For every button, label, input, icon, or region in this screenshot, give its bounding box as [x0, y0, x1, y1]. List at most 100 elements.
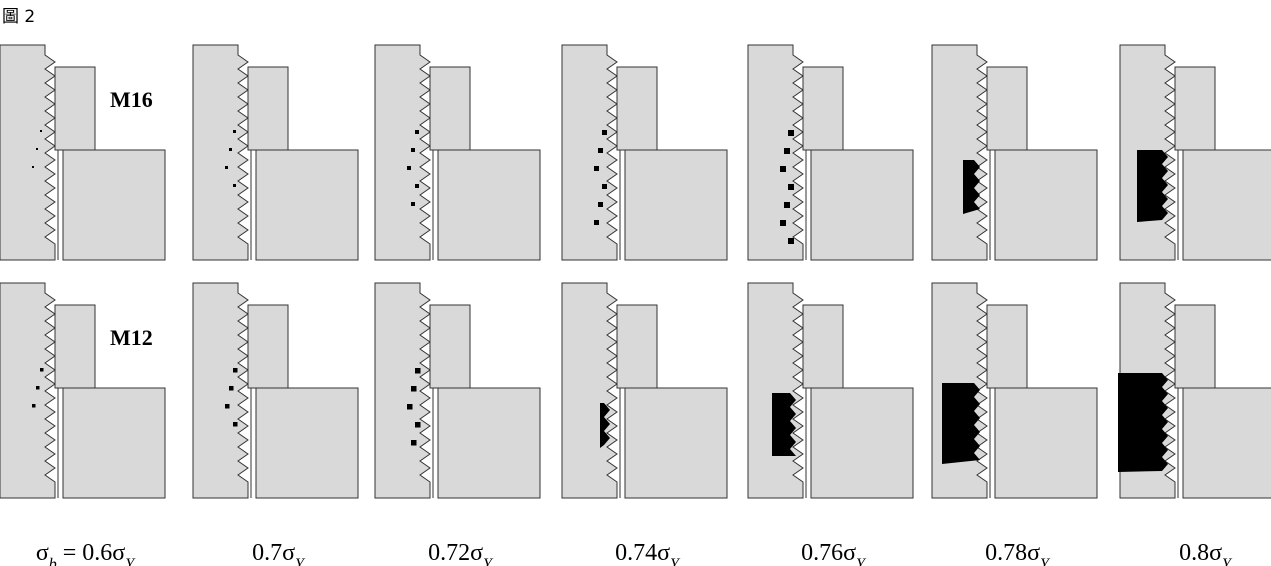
plate — [255, 387, 359, 499]
plate — [62, 149, 166, 261]
plate — [810, 387, 914, 499]
damage-speck — [36, 386, 40, 390]
subscript: Y — [1222, 556, 1233, 566]
plate — [994, 149, 1098, 261]
figure-title: 圖 2 — [2, 7, 35, 27]
damage-speck — [411, 202, 415, 206]
nut — [986, 304, 1028, 389]
thread-panel — [374, 44, 541, 261]
bolt — [747, 282, 804, 499]
nut — [429, 66, 471, 151]
thread-panel — [1119, 44, 1271, 261]
column-label: 0.76σY — [801, 540, 867, 566]
plate — [1182, 149, 1271, 261]
damage-speck — [40, 368, 44, 372]
plate — [624, 149, 728, 261]
damage-speck — [229, 148, 232, 151]
damage-speck — [780, 166, 786, 172]
nut — [1174, 304, 1216, 389]
plate — [437, 387, 541, 499]
damage-speck — [594, 166, 599, 171]
thread-panel — [0, 282, 166, 499]
plate — [624, 387, 728, 499]
thread-panel — [931, 44, 1098, 261]
bolt — [192, 282, 249, 499]
damage-speck — [407, 404, 413, 410]
nut — [616, 304, 658, 389]
damage-speck — [229, 386, 234, 391]
column-label: 0.78σY — [985, 540, 1051, 566]
damage-speck — [36, 148, 38, 150]
nut — [802, 304, 844, 389]
damage-zone — [772, 393, 796, 456]
label-part: 0.78σ — [985, 540, 1040, 566]
subscript: Y — [670, 556, 681, 566]
nut — [54, 66, 96, 151]
thread-panel — [192, 282, 359, 499]
row-label: M16 — [110, 87, 153, 112]
damage-zone — [1118, 373, 1168, 472]
damage-speck — [225, 166, 228, 169]
subscript: Y — [856, 556, 867, 566]
bolt — [561, 44, 618, 261]
damage-speck — [788, 184, 794, 190]
damage-speck — [594, 220, 599, 225]
thread-panel — [747, 44, 914, 261]
label-part: 0.74σ — [615, 540, 670, 566]
label-part: 0.8σ — [1179, 540, 1222, 566]
subscript: Y — [295, 556, 306, 566]
plate — [994, 387, 1098, 499]
thread-panel — [1118, 282, 1271, 499]
bolt — [931, 44, 988, 261]
thread-panel — [192, 44, 359, 261]
damage-speck — [40, 130, 42, 132]
bolt — [374, 44, 431, 261]
plate — [255, 149, 359, 261]
plate — [1182, 387, 1271, 499]
damage-zone — [1137, 150, 1168, 222]
subscript: Y — [125, 556, 136, 566]
damage-speck — [233, 184, 236, 187]
row-label: M12 — [110, 325, 153, 350]
subscript: Y — [1040, 556, 1051, 566]
column-label: σb = 0.6σY — [36, 540, 136, 566]
nut — [247, 304, 289, 389]
damage-speck — [415, 130, 419, 134]
plate — [437, 149, 541, 261]
damage-speck — [602, 130, 607, 135]
nut — [1174, 66, 1216, 151]
column-label: 0.8σY — [1179, 540, 1233, 566]
bolt — [192, 44, 249, 261]
thread-panel — [561, 44, 728, 261]
column-label: 0.7σY — [252, 540, 306, 566]
damage-zone — [942, 383, 980, 464]
damage-speck — [415, 184, 419, 188]
nut — [54, 304, 96, 389]
thread-panel — [747, 282, 914, 499]
label-part: σ — [36, 540, 49, 566]
nut — [247, 66, 289, 151]
damage-speck — [415, 422, 421, 428]
label-part: 0.7σ — [252, 540, 295, 566]
subscript: b — [49, 556, 57, 566]
damage-speck — [411, 386, 417, 392]
damage-speck — [411, 440, 417, 446]
label-part: = 0.6σ — [57, 540, 126, 566]
damage-speck — [411, 148, 415, 152]
damage-zone — [963, 160, 980, 214]
nut — [986, 66, 1028, 151]
column-label: 0.74σY — [615, 540, 681, 566]
damage-speck — [598, 148, 603, 153]
thread-panel — [0, 44, 166, 261]
damage-speck — [788, 238, 794, 244]
thread-panel — [931, 282, 1098, 499]
damage-speck — [788, 130, 794, 136]
damage-speck — [598, 202, 603, 207]
bolt — [747, 44, 804, 261]
damage-speck — [32, 166, 34, 168]
plate — [810, 149, 914, 261]
damage-speck — [407, 166, 411, 170]
thread-panel — [561, 282, 728, 499]
damage-speck — [32, 404, 36, 408]
